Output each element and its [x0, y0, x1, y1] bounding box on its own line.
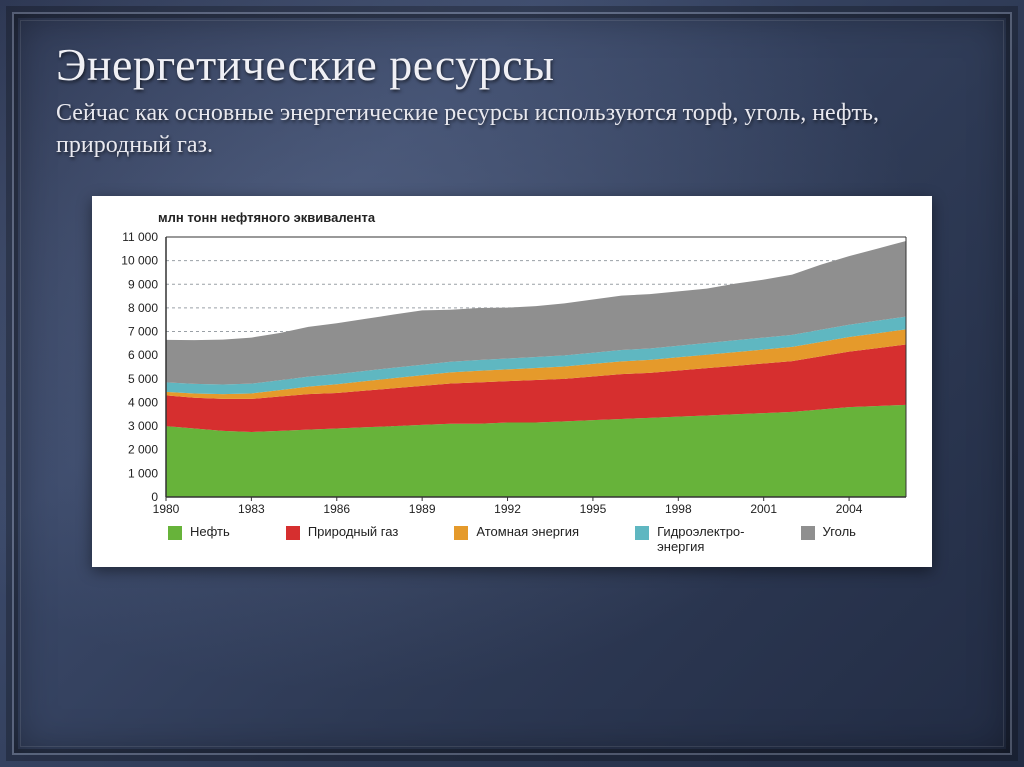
svg-text:1998: 1998 — [665, 502, 692, 515]
svg-text:1992: 1992 — [494, 502, 521, 515]
stacked-area-chart: 01 0002 0003 0004 0005 0006 0007 0008 00… — [110, 231, 912, 515]
legend-item: Нефть — [168, 525, 230, 540]
svg-text:2004: 2004 — [836, 502, 863, 515]
slide-frame: Энергетические ресурсы Сейчас как основн… — [0, 0, 1024, 767]
legend-label: Уголь — [823, 525, 856, 540]
svg-text:11 000: 11 000 — [122, 231, 158, 244]
svg-text:5 000: 5 000 — [128, 372, 158, 386]
chart-plot: 01 0002 0003 0004 0005 0006 0007 0008 00… — [110, 231, 914, 515]
svg-text:2001: 2001 — [750, 502, 777, 515]
legend-swatch — [168, 526, 182, 540]
legend-item: Атомная энергия — [454, 525, 579, 540]
legend-item: Природный газ — [286, 525, 399, 540]
svg-text:1986: 1986 — [323, 502, 350, 515]
legend-swatch — [801, 526, 815, 540]
svg-text:4 000: 4 000 — [128, 395, 158, 409]
svg-text:1995: 1995 — [580, 502, 607, 515]
legend-swatch — [286, 526, 300, 540]
slide-content: Энергетические ресурсы Сейчас как основн… — [18, 18, 1006, 567]
legend-item: Уголь — [801, 525, 856, 540]
legend-swatch — [454, 526, 468, 540]
svg-text:1989: 1989 — [409, 502, 436, 515]
svg-text:1 000: 1 000 — [128, 466, 158, 480]
svg-text:2 000: 2 000 — [128, 443, 158, 457]
legend-swatch — [635, 526, 649, 540]
slide-title: Энергетические ресурсы — [56, 38, 968, 91]
legend-label: Природный газ — [308, 525, 399, 540]
legend-label: Нефть — [190, 525, 230, 540]
legend-item: Гидроэлектро-энергия — [635, 525, 744, 555]
chart-card: млн тонн нефтяного эквивалента 01 0002 0… — [92, 196, 932, 567]
svg-text:3 000: 3 000 — [128, 419, 158, 433]
svg-text:1983: 1983 — [238, 502, 265, 515]
chart-ylabel: млн тонн нефтяного эквивалента — [158, 210, 914, 225]
svg-text:6 000: 6 000 — [128, 348, 158, 362]
svg-text:8 000: 8 000 — [128, 301, 158, 315]
svg-text:9 000: 9 000 — [128, 277, 158, 291]
svg-text:7 000: 7 000 — [128, 324, 158, 338]
legend-label: Атомная энергия — [476, 525, 579, 540]
slide-subtitle: Сейчас как основные энергетические ресур… — [56, 97, 956, 162]
svg-text:1980: 1980 — [153, 502, 180, 515]
chart-legend: Нефть Природный газ Атомная энергия Гидроэл… — [110, 525, 914, 555]
svg-text:10 000: 10 000 — [121, 253, 158, 267]
legend-label: Гидроэлектро-энергия — [657, 525, 744, 555]
